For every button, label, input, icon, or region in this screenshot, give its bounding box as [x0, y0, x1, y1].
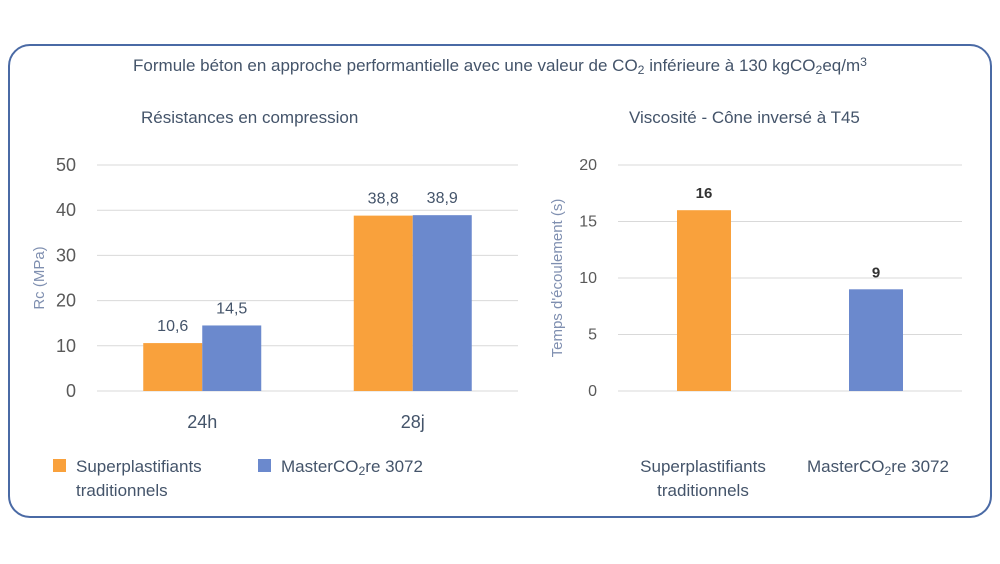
chart1-ylabel: Rc (MPa) [31, 246, 48, 309]
chart2-data-label: 16 [696, 185, 713, 202]
chart2-data-label: 9 [872, 264, 880, 281]
chart1-category-label: 24h [187, 412, 217, 432]
chart1-ytick: 40 [56, 200, 76, 220]
chart1-bar [353, 215, 413, 391]
chart1-data-label: 38,8 [368, 191, 399, 208]
chart2-ylabel: Temps d'écoulement (s) [549, 199, 566, 358]
chart2-bar [849, 289, 903, 391]
chart1-ytick: 10 [56, 336, 76, 356]
chart1-title: Résistances en compression [141, 108, 359, 127]
figure-frame [8, 44, 992, 518]
chart1-data-label: 14,5 [216, 300, 247, 317]
chart1-data-label: 10,6 [157, 318, 188, 335]
chart1-category-label: 28j [401, 412, 425, 432]
legend-item-masterco2re: MasterCO2re 3072 [258, 455, 423, 480]
chart1-ytick: 30 [56, 245, 76, 265]
legend-swatch-orange [53, 459, 66, 472]
chart1-bar [202, 325, 262, 391]
chart1-bar [412, 215, 472, 391]
chart1-ytick: 50 [56, 155, 76, 175]
legend-item-superplastifiants: Superplastifiants traditionnels [53, 455, 202, 503]
chart2-category-masterco2re: MasterCO2re 3072 [807, 457, 949, 479]
chart1-data-label: 38,9 [427, 190, 458, 207]
chart1-ytick: 20 [56, 291, 76, 311]
chart2-ytick: 20 [579, 157, 597, 174]
chart2-bar [677, 210, 731, 391]
legend-label-line1: Superplastifiants [76, 457, 202, 476]
chart2-ytick: 0 [588, 383, 597, 400]
chart1-ytick: 0 [66, 381, 76, 401]
chart2-ytick: 10 [579, 270, 597, 287]
legend-label-line2: traditionnels [76, 481, 168, 500]
chart2-title: Viscosité - Cône inversé à T45 [629, 108, 860, 127]
chart1-bar [143, 343, 203, 391]
legend-swatch-blue [258, 459, 271, 472]
chart2-category-superplastifiants: Superplastifiants traditionnels [640, 457, 766, 500]
chart2-ytick: 5 [588, 327, 597, 344]
chart2-ytick: 15 [579, 214, 597, 231]
main-title: Formule béton en approche performantiell… [133, 54, 867, 78]
